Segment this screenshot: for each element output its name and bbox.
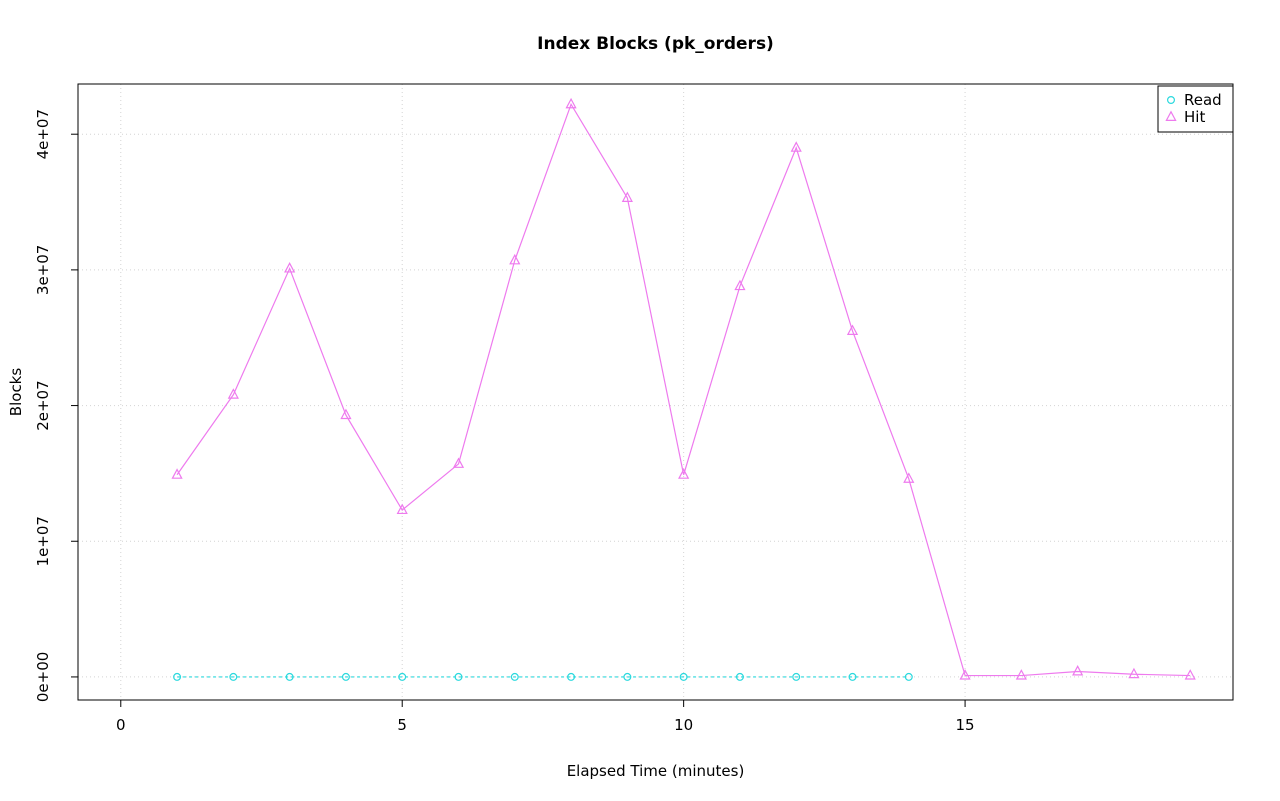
data-point-read (735, 672, 744, 681)
data-point-read (285, 672, 294, 681)
x-axis-tick-label: 15 (956, 716, 975, 734)
data-point-read (398, 672, 407, 681)
data-point-hit (678, 468, 690, 479)
legend-marker-read (1166, 95, 1175, 104)
data-point-read (848, 672, 857, 681)
data-point-read (904, 672, 913, 681)
data-point-hit (734, 279, 746, 291)
data-point-read (229, 672, 238, 681)
y-axis-tick-label: 3e+07 (34, 245, 52, 295)
chart-title: Index Blocks (pk_orders) (537, 34, 774, 54)
data-point-read (510, 672, 519, 681)
data-point-hit (1072, 665, 1084, 676)
x-axis-title: Elapsed Time (minutes) (566, 762, 745, 780)
data-point-hit (1128, 667, 1140, 679)
y-axis-tick-label: 1e+07 (34, 516, 52, 566)
x-axis-tick-label: 10 (674, 716, 693, 734)
data-point-hit (340, 408, 352, 420)
y-axis-tick-label: 2e+07 (34, 380, 52, 430)
data-point-hit (509, 253, 521, 265)
data-point-read (454, 672, 463, 681)
x-axis-tick-label: 0 (116, 716, 126, 734)
plot-border (77, 83, 1234, 701)
legend-label-read: Read (1184, 91, 1222, 109)
data-point-hit (565, 97, 577, 109)
series-line-hit (176, 102, 1191, 677)
y-axis-tick-label: 0e+00 (34, 652, 52, 702)
data-point-hit (959, 669, 971, 680)
data-point-hit (790, 141, 802, 152)
data-point-hit (284, 262, 296, 273)
data-point-hit (903, 472, 915, 483)
data-point-hit (396, 503, 408, 515)
x-axis-tick-label: 5 (397, 716, 407, 734)
data-point-read (679, 672, 688, 681)
data-point-read (623, 672, 632, 681)
data-point-read (792, 672, 801, 681)
y-axis-tick-label: 4e+07 (34, 109, 52, 159)
legend-label-hit: Hit (1184, 108, 1205, 126)
data-point-hit (171, 468, 183, 479)
legend-box (1157, 85, 1234, 133)
data-point-read (173, 672, 182, 681)
legend-marker-hit (1165, 110, 1177, 121)
data-point-hit (452, 457, 465, 468)
data-point-read (341, 672, 350, 681)
data-point-hit (1184, 669, 1196, 680)
data-point-hit (1015, 669, 1027, 680)
data-point-read (567, 672, 576, 681)
data-point-hit (227, 388, 239, 399)
data-point-hit (846, 324, 859, 335)
data-point-hit (621, 191, 633, 202)
